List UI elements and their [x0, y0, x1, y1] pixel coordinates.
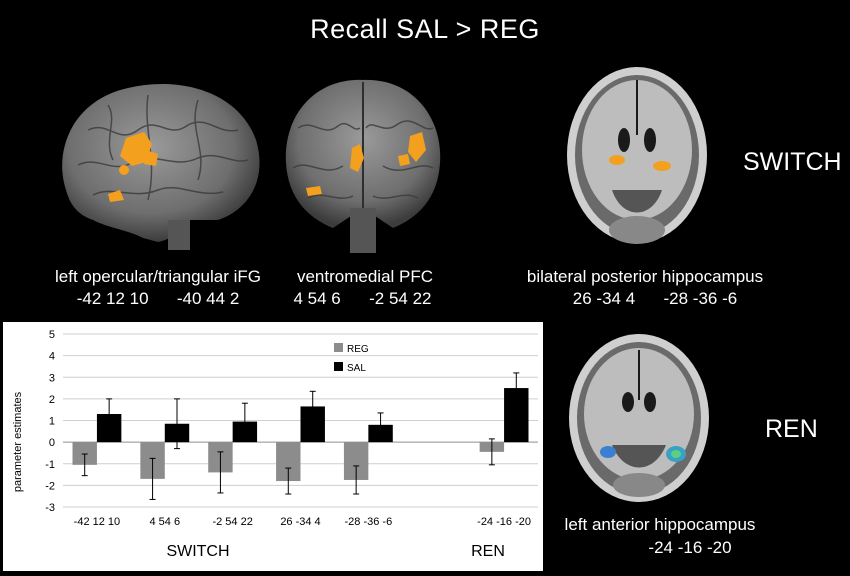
activation-cluster-vmpfc [306, 132, 426, 196]
legend-swatch-sal [334, 362, 343, 371]
y-tick-label: -1 [45, 459, 55, 471]
bar-chart: 5 4 3 2 1 0 -1 -2 -3 -42 12 10 4 54 6 -2 54 22 26 -… [12, 329, 538, 560]
lateral-brain-image [62, 83, 260, 250]
activation-cluster-ifg [108, 132, 158, 202]
frontal-brain-image [285, 79, 441, 253]
y-tick-labels: 5 4 3 2 1 0 -1 -2 -3 [45, 329, 55, 514]
y-tick-label: 4 [49, 351, 55, 363]
legend-label-sal: SAL [347, 363, 366, 374]
legend-swatch-reg [334, 343, 343, 352]
x-tick-label: -28 -36 -6 [345, 516, 393, 528]
y-tick-label: -3 [45, 502, 55, 514]
y-tick-label: 2 [49, 394, 55, 406]
caption-ifg-coords: -42 12 10 -40 44 2 [76, 289, 240, 308]
y-tick-label: 0 [49, 437, 55, 449]
caption-ifg-name: left opercular/triangular iFG [55, 267, 261, 286]
bar-chart-panel: 5 4 3 2 1 0 -1 -2 -3 -42 12 10 4 54 6 -2 54 22 26 -… [3, 322, 543, 571]
switch-side-label: SWITCH [743, 148, 842, 176]
caption-hippo-coords: 26 -34 4 -28 -36 -6 [572, 289, 738, 308]
y-tick-label: 5 [49, 329, 55, 341]
x-tick-label: 26 -34 4 [280, 516, 320, 528]
caption-pfc-name: ventromedial PFC [296, 267, 434, 286]
caption-anterior-coords: -24 -16 -20 [648, 538, 732, 557]
caption-hippo-name: bilateral posterior hippocampus [526, 267, 764, 286]
x-tick-labels: -42 12 10 4 54 6 -2 54 22 26 -34 4 -28 -36 -… [74, 516, 531, 528]
bar-reg [72, 442, 97, 465]
legend-label-reg: REG [347, 344, 369, 355]
chart-bars [72, 372, 529, 500]
x-tick-label: -2 54 22 [212, 516, 252, 528]
y-tick-label: -2 [45, 480, 55, 492]
caption-pfc-coords: 4 54 6 -2 54 22 [293, 289, 432, 308]
chart-legend: REG SAL [334, 343, 369, 374]
activation-cluster-anterior-hippocampus [600, 446, 686, 462]
activation-cluster-hippocampus [609, 155, 671, 171]
x-tick-label: -24 -16 -20 [477, 516, 531, 528]
x-tick-label: 4 54 6 [149, 516, 180, 528]
figure-title: Recall SAL > REG [310, 14, 540, 44]
coronal-slice-ren-image [569, 334, 709, 502]
group-label-ren: REN [471, 543, 505, 560]
coronal-slice-switch-image [567, 67, 707, 244]
group-label-switch: SWITCH [166, 543, 229, 560]
ren-side-label: REN [765, 415, 818, 443]
y-tick-label: 3 [49, 372, 55, 384]
y-tick-label: 1 [49, 416, 55, 428]
x-tick-label: -42 12 10 [74, 516, 120, 528]
y-axis-label: parameter estimates [12, 391, 24, 492]
caption-anterior-name: left anterior hippocampus [564, 515, 756, 534]
